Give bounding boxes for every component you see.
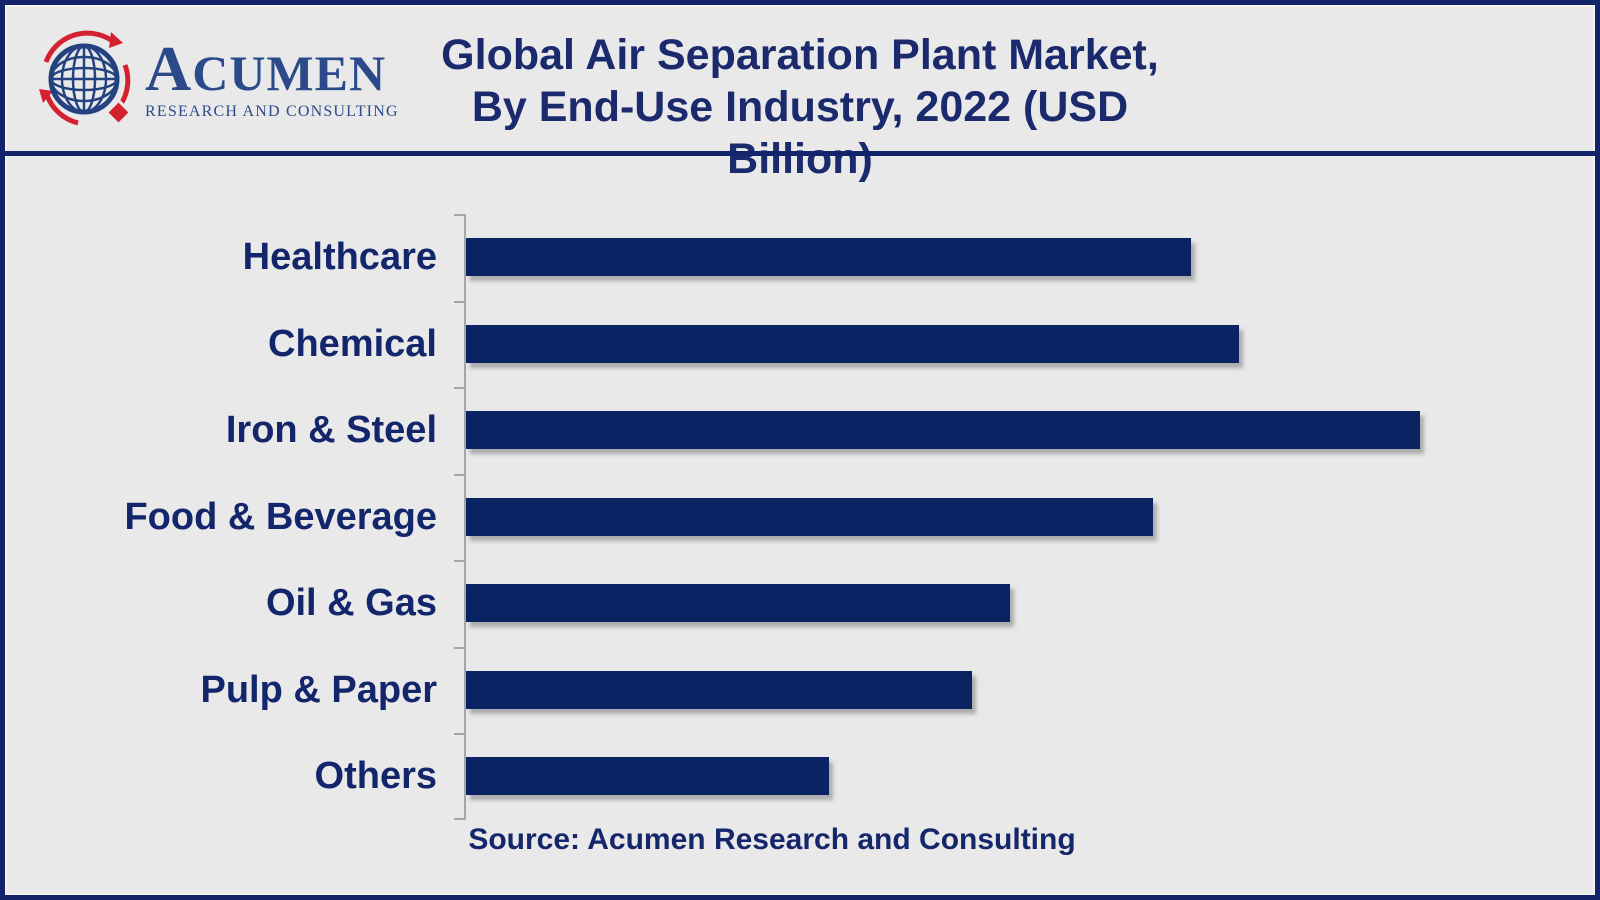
axis-tick (454, 647, 464, 649)
bar-pulp-paper (466, 670, 972, 709)
bar-iron-steel (466, 411, 1420, 450)
bar-chemical (466, 324, 1239, 363)
logo-name: ACUMEN (145, 37, 399, 101)
axis-tick (454, 560, 464, 562)
chart-title-line1: Global Air Separation Plant Market, (441, 31, 1159, 79)
logo-name-rest: CUMEN (192, 45, 387, 101)
chart-row: Chemical (5, 301, 1595, 388)
category-label-others: Others (314, 755, 437, 798)
axis-tick (454, 214, 464, 216)
header: ACUMEN RESEARCH AND CONSULTING Global Ai… (5, 5, 1595, 183)
chart-title: Global Air Separation Plant Market, By E… (395, 29, 1205, 185)
axis-tick (454, 818, 464, 820)
chart-title-line2: By End-Use Industry, 2022 (USD Billion) (471, 83, 1129, 183)
category-label-iron-steel: Iron & Steel (225, 409, 437, 452)
logo-name-initial: A (145, 33, 193, 104)
category-label-healthcare: Healthcare (242, 236, 437, 278)
chart-row: Oil & Gas (5, 560, 1595, 647)
acumen-logo: ACUMEN RESEARCH AND CONSULTING (33, 27, 399, 131)
axis-tick (454, 301, 464, 303)
category-label-pulp-paper: Pulp & Paper (200, 668, 438, 711)
chart-row: Food & Beverage (5, 474, 1595, 561)
chart-row: Others (5, 733, 1595, 820)
globe-icon (39, 30, 133, 127)
plot-area: Healthcare Chemical Iron & Steel Food & Bev… (5, 214, 1595, 820)
category-axis (464, 214, 466, 820)
category-label-food-beverage: Food & Beverage (124, 495, 437, 538)
bar-oil-gas (466, 584, 1010, 623)
axis-tick (454, 474, 464, 476)
chart-row: Pulp & Paper (5, 647, 1595, 734)
chart-row: Healthcare (5, 214, 1595, 301)
header-divider (5, 151, 1595, 156)
axis-tick (454, 387, 464, 389)
bar-others (466, 757, 829, 796)
category-label-chemical: Chemical (268, 322, 437, 365)
bar-healthcare (466, 238, 1191, 276)
category-label-oil-gas: Oil & Gas (265, 582, 437, 625)
chart-row: Iron & Steel (5, 387, 1595, 474)
bar-food-beverage (466, 497, 1153, 536)
logo-text: ACUMEN RESEARCH AND CONSULTING (145, 37, 399, 121)
source-note: Source: Acumen Research and Consulting (468, 823, 1076, 856)
axis-tick (454, 733, 464, 735)
logo-subtitle: RESEARCH AND CONSULTING (145, 103, 399, 120)
